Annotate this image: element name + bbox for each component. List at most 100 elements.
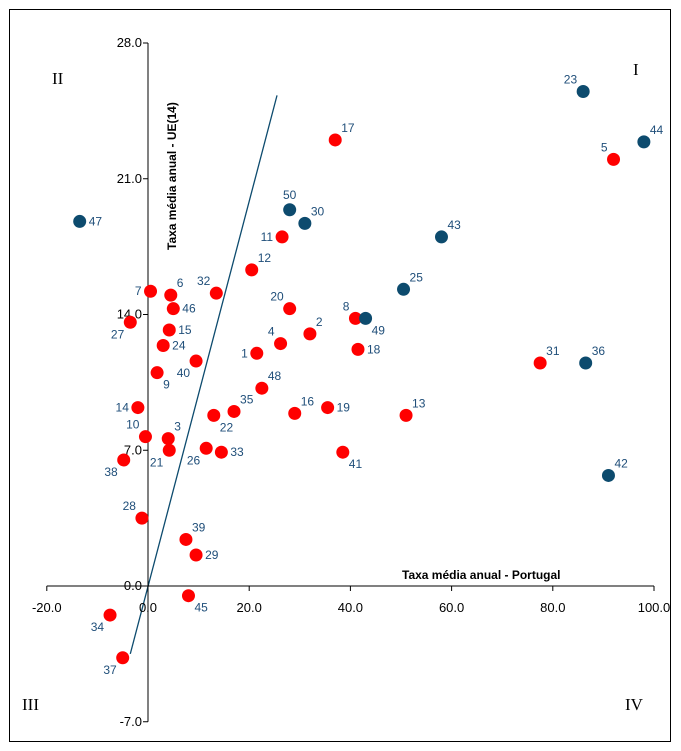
y-tick-label: 28.0	[117, 35, 142, 50]
point-label: 45	[194, 601, 208, 615]
data-point	[601, 468, 615, 482]
data-point	[397, 282, 411, 296]
data-point	[166, 302, 180, 316]
x-tick-label: 40.0	[338, 600, 363, 615]
data-point	[179, 532, 193, 546]
data-point	[227, 404, 241, 418]
point-label: 33	[230, 445, 244, 459]
point-label: 15	[178, 323, 192, 337]
point-label: 35	[240, 392, 254, 406]
point-label: 1	[241, 346, 248, 360]
data-point	[533, 356, 547, 370]
point-label: 39	[192, 520, 206, 534]
reference-line-group	[129, 95, 278, 655]
chart-frame	[9, 9, 671, 742]
data-point	[181, 589, 195, 603]
point-label: 3	[174, 420, 181, 434]
data-point	[607, 152, 621, 166]
point-label: 37	[103, 663, 117, 677]
point-label: 2	[316, 315, 323, 329]
point-label: 22	[220, 420, 234, 434]
point-label: 8	[343, 299, 350, 313]
data-point	[288, 406, 302, 420]
data-point	[116, 651, 130, 665]
data-point	[348, 311, 362, 325]
data-point	[328, 133, 342, 147]
y-axis-title: Taxa média anual - UE(14)	[165, 102, 179, 250]
data-points	[73, 84, 651, 665]
quadrant-label-ii: II	[52, 69, 64, 88]
point-label: 16	[301, 394, 315, 408]
x-tick-label: 60.0	[439, 600, 464, 615]
point-label: 42	[614, 456, 628, 470]
x-axis-title: Taxa média anual - Portugal	[402, 568, 560, 582]
data-point	[207, 408, 221, 422]
data-point	[123, 315, 137, 329]
data-point	[283, 203, 297, 217]
y-tick-label: 21.0	[117, 171, 142, 186]
data-point	[162, 443, 176, 457]
data-point	[250, 346, 264, 360]
data-point	[274, 337, 288, 351]
point-label: 31	[546, 344, 560, 358]
data-point	[189, 548, 203, 562]
point-label: 6	[177, 276, 184, 290]
data-point	[189, 354, 203, 368]
point-label: 32	[197, 274, 211, 288]
x-tick-label: 20.0	[237, 600, 262, 615]
x-tick-label: 80.0	[540, 600, 565, 615]
point-label: 19	[337, 401, 351, 415]
data-point	[214, 445, 228, 459]
data-point	[199, 441, 213, 455]
point-label: 26	[187, 453, 201, 467]
data-point	[399, 408, 413, 422]
data-point	[579, 356, 593, 370]
point-label: 7	[135, 284, 142, 298]
point-label: 30	[311, 204, 325, 218]
point-label: 23	[564, 72, 578, 86]
point-label: 47	[89, 214, 103, 228]
point-label: 10	[126, 418, 140, 432]
tick-labels: -20.0 0.0 20.0 40.0 60.0 80.0 100.028.021.014.…	[32, 35, 670, 729]
quadrant-label-iii: III	[22, 695, 39, 714]
point-label: 5	[601, 140, 608, 154]
point-label: 12	[258, 251, 272, 265]
point-label: 24	[172, 339, 186, 353]
data-point	[73, 214, 87, 228]
point-label: 27	[111, 327, 125, 341]
data-point	[245, 263, 259, 277]
point-label: 50	[283, 188, 297, 202]
y-tick-label: 7.0	[124, 442, 142, 457]
y-tick-label: -7.0	[120, 714, 142, 729]
point-label: 29	[205, 548, 219, 562]
point-label: 9	[163, 378, 170, 392]
point-label: 41	[349, 457, 363, 471]
data-point	[434, 230, 448, 244]
data-point	[275, 230, 289, 244]
point-label: 36	[592, 344, 606, 358]
data-point	[162, 323, 176, 337]
data-point	[150, 366, 164, 380]
data-point	[131, 401, 145, 415]
point-label: 17	[341, 121, 355, 135]
data-point	[117, 453, 131, 467]
point-label: 49	[372, 323, 386, 337]
point-label: 43	[447, 218, 461, 232]
data-point	[576, 84, 590, 98]
data-point	[164, 288, 178, 302]
quadrant-label-iv: IV	[625, 695, 644, 714]
x-tick-label: 0.0	[139, 600, 157, 615]
data-point	[303, 327, 317, 341]
data-point	[359, 311, 373, 325]
data-point	[161, 432, 175, 446]
point-label: 44	[650, 123, 664, 137]
data-point	[336, 445, 350, 459]
data-point	[298, 216, 312, 230]
point-labels: 1234567891011121314151617181920212223242…	[89, 72, 664, 676]
data-point	[138, 430, 152, 444]
x-tick-label: 100.0	[638, 600, 671, 615]
data-point	[135, 511, 149, 525]
data-point	[255, 381, 269, 395]
reference-line	[129, 95, 278, 655]
